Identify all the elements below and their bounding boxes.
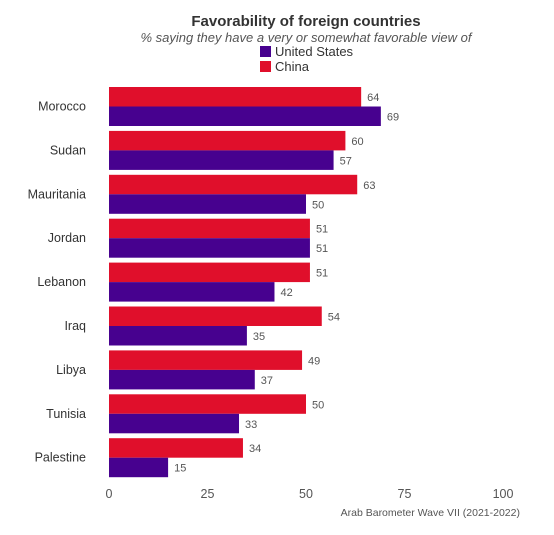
- x-tick-label-0: 0: [106, 487, 113, 501]
- bar-palestine-china: [109, 438, 243, 458]
- value-label-tunisia-china: 50: [312, 399, 324, 411]
- value-label-libya-china: 49: [308, 355, 320, 367]
- bar-sudan-united-states: [109, 150, 334, 170]
- value-label-mauritania-china: 63: [363, 180, 375, 192]
- legend-swatch-china: [260, 61, 271, 72]
- legend-label-united-states: United States: [275, 44, 354, 59]
- value-label-lebanon-china: 51: [316, 268, 328, 280]
- value-label-palestine-united-states: 15: [174, 463, 186, 475]
- bar-libya-united-states: [109, 369, 255, 390]
- value-label-sudan-china: 60: [351, 136, 363, 148]
- value-label-jordan-china: 51: [316, 224, 328, 236]
- bar-morocco-china: [109, 87, 362, 107]
- legend-label-china: China: [275, 59, 310, 74]
- bar-tunisia-china: [109, 394, 306, 414]
- x-tick-label-50: 50: [299, 487, 313, 501]
- category-label-palestine: Palestine: [35, 451, 86, 465]
- x-tick-label-25: 25: [201, 487, 215, 501]
- value-label-mauritania-united-states: 50: [312, 199, 324, 211]
- value-label-jordan-united-states: 51: [316, 243, 328, 255]
- value-label-palestine-china: 34: [249, 443, 261, 455]
- x-tick-label-100: 100: [493, 487, 514, 501]
- category-label-jordan: Jordan: [48, 231, 86, 245]
- bar-mauritania-china: [109, 174, 358, 195]
- x-tick-label-75: 75: [398, 487, 412, 501]
- bar-sudan-china: [109, 130, 346, 151]
- bar-tunisia-united-states: [109, 413, 240, 434]
- bar-libya-china: [109, 350, 303, 370]
- value-label-iraq-china: 54: [328, 312, 340, 324]
- legend-swatch-united-states: [260, 46, 271, 57]
- bar-jordan-china: [109, 218, 310, 239]
- category-label-mauritania: Mauritania: [28, 187, 86, 201]
- chart-title: Favorability of foreign countries: [191, 13, 420, 30]
- bar-jordan-united-states: [109, 238, 310, 258]
- bar-mauritania-united-states: [109, 194, 306, 214]
- bar-iraq-china: [109, 306, 322, 326]
- category-label-sudan: Sudan: [50, 143, 86, 157]
- bar-morocco-united-states: [109, 106, 381, 126]
- bar-lebanon-united-states: [109, 282, 275, 302]
- value-label-morocco-china: 64: [367, 92, 379, 104]
- source-note: Arab Barometer Wave VII (2021-2022): [341, 507, 520, 519]
- x-axis: 0 25 50 75 100: [106, 487, 514, 501]
- value-label-libya-united-states: 37: [261, 375, 273, 387]
- bar-palestine-united-states: [109, 457, 169, 478]
- chart-subtitle: % saying they have a very or somewhat fa…: [141, 30, 473, 45]
- value-label-tunisia-united-states: 33: [245, 419, 257, 431]
- category-label-morocco: Morocco: [38, 100, 86, 114]
- bar-iraq-united-states: [109, 326, 247, 346]
- category-labels: Morocco Sudan Mauritania Jordan Lebanon Iraq L…: [28, 100, 86, 465]
- bars: 64 69 60 57 63 50 51 51 51 42 54 35 49 37 50 33 34 15: [109, 87, 399, 478]
- value-label-lebanon-united-states: 42: [280, 287, 292, 299]
- value-label-sudan-united-states: 57: [340, 155, 352, 167]
- category-label-tunisia: Tunisia: [46, 407, 86, 421]
- value-label-iraq-united-states: 35: [253, 331, 265, 343]
- bar-lebanon-china: [109, 262, 310, 283]
- category-label-libya: Libya: [56, 363, 86, 377]
- category-label-iraq: Iraq: [64, 319, 86, 333]
- category-label-lebanon: Lebanon: [37, 275, 86, 289]
- value-label-morocco-united-states: 69: [387, 112, 399, 124]
